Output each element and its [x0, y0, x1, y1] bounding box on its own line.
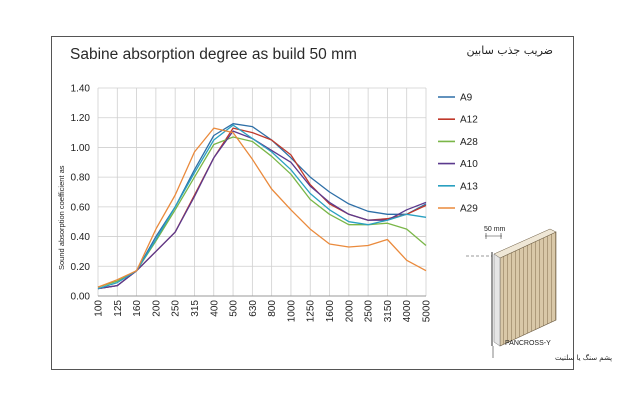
x-tick-label: 250 [171, 300, 182, 317]
panel-material-label: پشم سنگ یا سلنیت [555, 353, 612, 362]
panel-product-label: PANCROSS-Y [505, 340, 551, 347]
y-axis-label: Sound absorption coefficient as [57, 165, 66, 270]
x-tick-label: 1000 [286, 300, 297, 323]
x-tick-label: 5000 [422, 300, 433, 323]
chart-frame [51, 36, 574, 370]
panel-illustration: 50 mm PANCROSS-Y پشم سنگ یا سلنیت [466, 226, 612, 362]
y-tick-label: 1.40 [71, 84, 91, 95]
legend-label-a9: A9 [460, 93, 473, 104]
y-tick-label: 0.20 [71, 262, 91, 273]
y-tick-label: 0.00 [71, 292, 91, 303]
x-tick-label: 160 [132, 300, 143, 317]
x-tick-label: 315 [190, 300, 201, 317]
x-tick-label: 1250 [306, 300, 317, 323]
y-tick-label: 0.60 [71, 202, 91, 213]
x-tick-label: 200 [151, 300, 162, 317]
x-axis-ticks: 100 125 160 200 250 315 400 500 630 800 1000 1250 16… [94, 300, 433, 323]
x-tick-label: 4000 [402, 300, 413, 323]
y-tick-label: 1.20 [71, 113, 91, 124]
series-line-a10 [97, 130, 427, 290]
legend-label-a12: A12 [460, 115, 478, 126]
chart-title: Sabine absorption degree as build 50 mm [70, 46, 357, 63]
x-tick-label: 3150 [383, 300, 394, 323]
legend-label-a29: A29 [460, 204, 478, 215]
x-tick-label: 125 [113, 300, 124, 317]
series-line-a9 [97, 123, 427, 290]
series-line-a29 [97, 127, 427, 288]
panel-side-wool [493, 253, 501, 347]
legend-label-a28: A28 [460, 137, 478, 148]
series-line-a12 [97, 127, 427, 290]
x-tick-label: 400 [209, 300, 220, 317]
y-tick-label: 0.80 [71, 173, 91, 184]
x-tick-label: 100 [94, 300, 105, 317]
y-axis-ticks: 0.00 0.20 0.40 0.60 0.80 1.00 1.20 1.40 [71, 84, 91, 303]
y-tick-label: 1.00 [71, 143, 91, 154]
x-tick-label: 630 [248, 300, 259, 317]
series-line-a13 [97, 124, 427, 290]
x-tick-label: 800 [267, 300, 278, 317]
x-tick-label: 1600 [325, 300, 336, 323]
panel-dimension-label: 50 mm [484, 226, 506, 233]
chart-grid [97, 87, 427, 297]
y-tick-label: 0.40 [71, 232, 91, 243]
series-lines [97, 123, 427, 290]
x-tick-label: 2500 [364, 300, 375, 323]
x-tick-label: 500 [229, 300, 240, 317]
legend: A9 A12 A28 A10 A13 A29 [438, 93, 478, 215]
x-tick-label: 2000 [344, 300, 355, 323]
legend-label-a10: A10 [460, 159, 478, 170]
chart-title-farsi: ضریب جذب سابین [466, 44, 553, 57]
legend-label-a13: A13 [460, 181, 478, 192]
